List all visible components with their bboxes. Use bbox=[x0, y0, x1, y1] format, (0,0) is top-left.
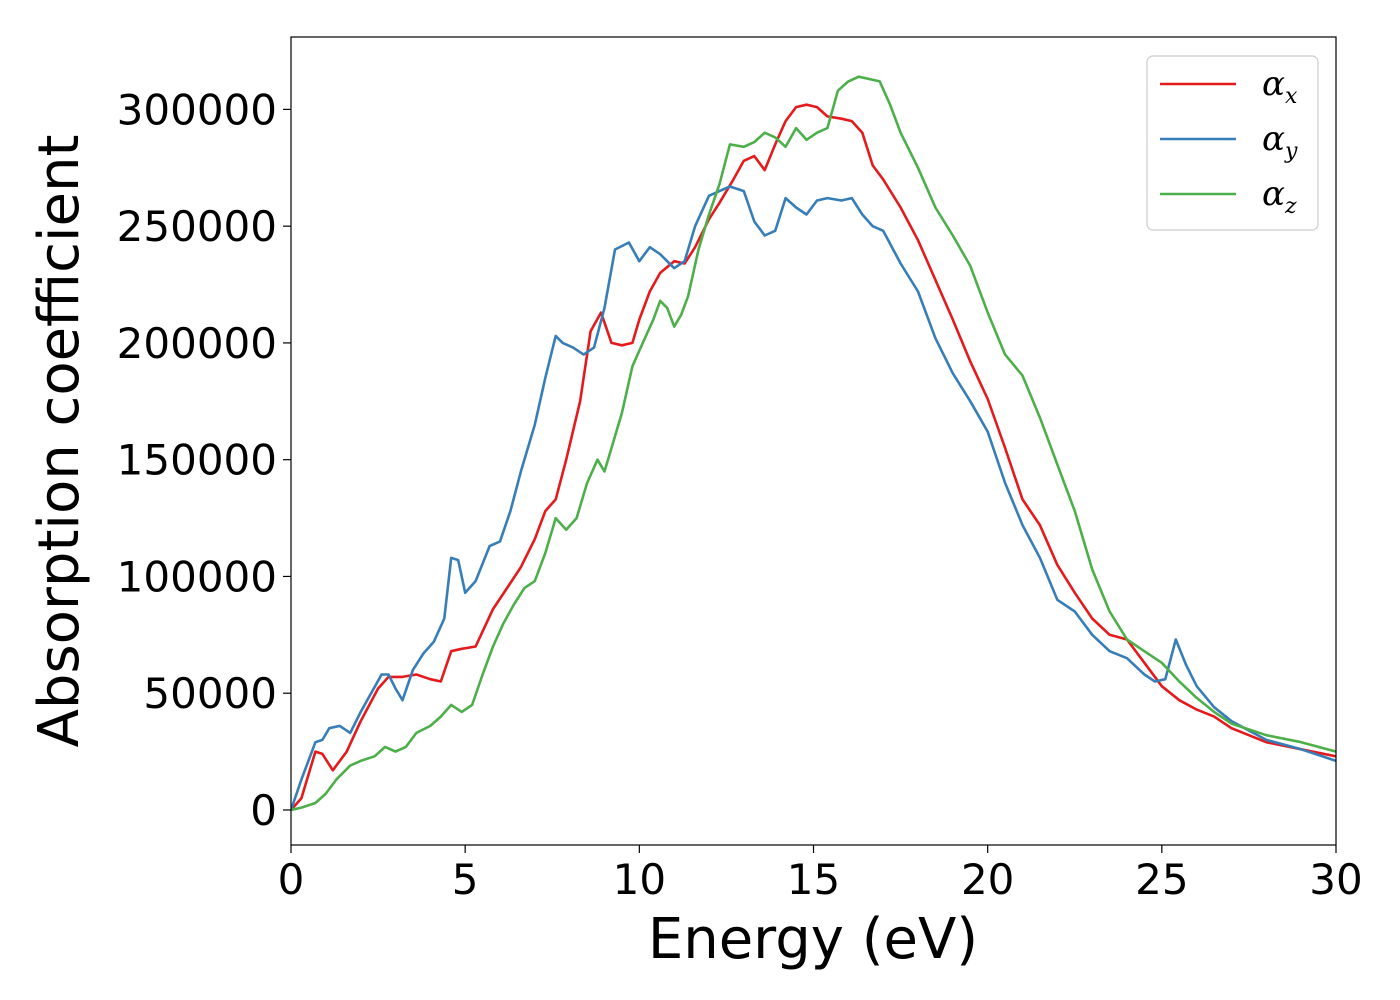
x-tick-label: 10 bbox=[613, 855, 666, 904]
x-axis-ticks: 0 5 10 15 20 25 30 bbox=[278, 845, 1363, 904]
x-tick-label: 25 bbox=[1135, 855, 1188, 904]
legend-frame bbox=[1146, 55, 1319, 231]
series-lines bbox=[291, 75, 1336, 812]
x-tick-label: 0 bbox=[278, 855, 305, 904]
y-axis-title: Absorption coefficient bbox=[27, 135, 92, 748]
y-tick-label: 250000 bbox=[117, 202, 277, 251]
y-tick-label: 100000 bbox=[117, 552, 277, 601]
x-tick-label: 5 bbox=[452, 855, 479, 904]
y-tick-label: 200000 bbox=[117, 319, 277, 368]
y-axis-ticks: 0 50000 100000 150000 200000 250000 300000 bbox=[117, 85, 291, 835]
series-line-x bbox=[291, 103, 1336, 811]
y-tick-label: 300000 bbox=[117, 85, 277, 134]
x-tick-label: 30 bbox=[1309, 855, 1362, 904]
y-tick-label: 150000 bbox=[117, 436, 277, 485]
y-tick-label: 0 bbox=[250, 786, 277, 835]
series-line-z bbox=[291, 75, 1336, 812]
x-tick-label: 20 bbox=[961, 855, 1014, 904]
x-tick-label: 15 bbox=[787, 855, 840, 904]
x-axis-title: Energy (eV) bbox=[648, 907, 978, 972]
series-line-y bbox=[291, 185, 1336, 811]
y-tick-label: 50000 bbox=[143, 669, 277, 718]
